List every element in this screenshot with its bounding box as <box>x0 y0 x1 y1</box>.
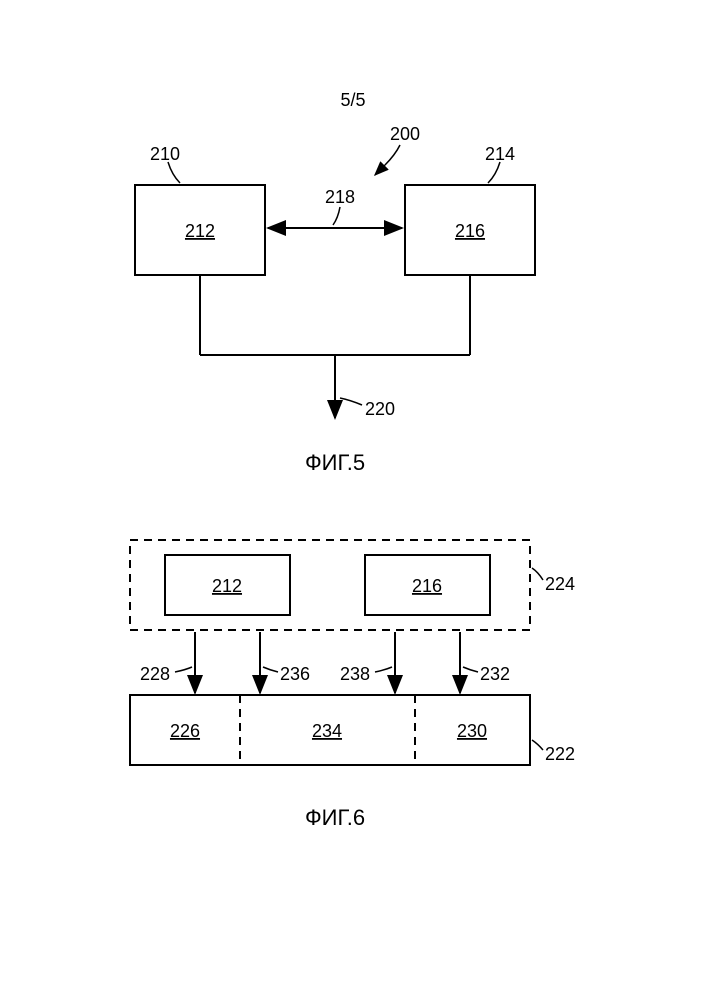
fig5-ref-214: 214 <box>485 144 515 164</box>
fig5-box-right-label: 216 <box>455 221 485 241</box>
fig5-ref-200: 200 <box>390 124 420 144</box>
fig6-ref-232: 232 <box>480 664 510 684</box>
fig6-leader-238 <box>375 667 392 672</box>
fig6-ref-224: 224 <box>545 574 575 594</box>
fig5-leader-214 <box>488 162 500 183</box>
fig6-ref-238: 238 <box>340 664 370 684</box>
fig6-group: 212 216 224 226 234 230 228 236 <box>130 540 575 830</box>
diagram-svg: 212 216 210 214 200 218 <box>0 0 706 999</box>
fig6-leader-236 <box>263 667 278 672</box>
fig6-dashed-box <box>130 540 530 630</box>
fig5-ref-220: 220 <box>365 399 395 419</box>
fig6-leader-228 <box>175 667 192 672</box>
fig6-ref-222: 222 <box>545 744 575 764</box>
fig5-leader-220 <box>340 398 362 405</box>
fig6-leader-224 <box>532 568 543 580</box>
fig5-leader-218 <box>333 207 340 225</box>
fig6-leader-232 <box>463 667 478 672</box>
fig6-ref-236: 236 <box>280 664 310 684</box>
fig5-leader-200-curve <box>385 145 400 165</box>
fig5-box-left-label: 212 <box>185 221 215 241</box>
fig6-bottom-mid-label: 234 <box>312 721 342 741</box>
fig5-leader-210 <box>168 162 180 183</box>
fig6-box-top-left-label: 212 <box>212 576 242 596</box>
fig6-bottom-left-label: 226 <box>170 721 200 741</box>
fig6-box-top-right-label: 216 <box>412 576 442 596</box>
fig6-leader-222 <box>532 740 543 750</box>
fig5-ref-218: 218 <box>325 187 355 207</box>
fig5-ref-210: 210 <box>150 144 180 164</box>
fig6-bottom-right-label: 230 <box>457 721 487 741</box>
fig6-caption: ФИГ.6 <box>305 805 365 830</box>
fig5-leader-200-arrow <box>375 165 385 175</box>
page-container: 5/5 212 216 210 214 <box>0 0 706 999</box>
fig5-group: 212 216 210 214 200 218 <box>135 124 535 475</box>
fig5-caption: ФИГ.5 <box>305 450 365 475</box>
fig6-ref-228: 228 <box>140 664 170 684</box>
